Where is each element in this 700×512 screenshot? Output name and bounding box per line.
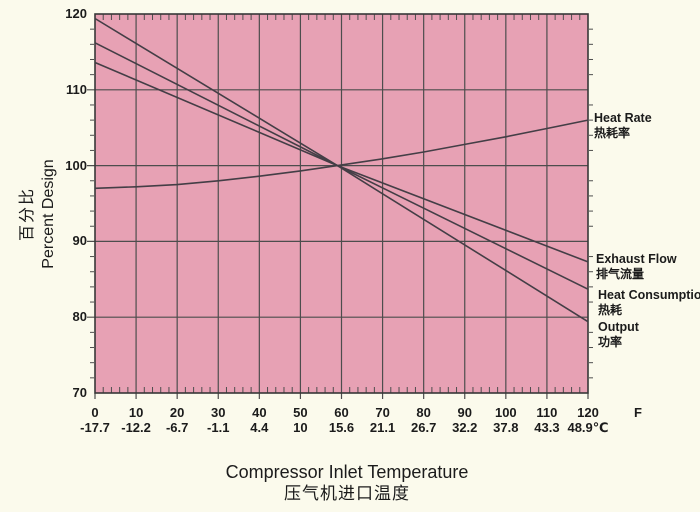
legend-heat-rate-zh: 热耗率: [594, 126, 631, 140]
x-tick-celsius-label: 15.6: [328, 420, 355, 435]
x-tick-fahrenheit-label: 120: [577, 405, 599, 420]
x-tick-celsius-label: 37.8: [493, 420, 519, 435]
legend-heat-consumption: Heat Consumption 热耗: [598, 288, 700, 318]
legend-output: Output 功率: [598, 320, 639, 350]
series-line-output: [94, 17, 589, 323]
y-tick-label: 120: [65, 6, 87, 21]
legend-output-zh: 功率: [598, 335, 623, 349]
legend-exhaust-flow-en: Exhaust Flow: [596, 252, 677, 266]
x-tick-celsius-label: 10: [293, 420, 308, 435]
x-tick-fahrenheit-label: 80: [416, 405, 431, 420]
x-tick-celsius-label: 21.1: [369, 420, 396, 435]
legend-heat-rate-en: Heat Rate: [594, 111, 652, 125]
y-axis-title-en: Percent Design: [40, 159, 57, 269]
x-tick-celsius-label: 26.7: [411, 420, 437, 435]
legend-exhaust-flow: Exhaust Flow 排气流量: [596, 252, 677, 282]
x-tick-celsius-label: -6.7: [165, 420, 189, 435]
x-axis-title-zh: 压气机进口温度: [284, 484, 410, 503]
x-tick-celsius-label: 43.3: [534, 420, 560, 435]
x-tick-fahrenheit-label: 10: [128, 405, 144, 420]
x-tick-celsius-label: 48.9℃: [567, 420, 609, 435]
legend-output-en: Output: [598, 320, 639, 334]
x-tick-fahrenheit-label: 60: [334, 405, 349, 420]
x-tick-fahrenheit-label: 90: [457, 405, 472, 420]
y-axis-title: 百分比 Percent Design: [17, 159, 59, 268]
x-tick-celsius-label: -1.1: [207, 420, 230, 435]
x-tick-fahrenheit-label: 100: [494, 405, 517, 420]
x-axis-title-en: Compressor Inlet Temperature: [225, 462, 469, 482]
x-tick-fahrenheit-label: 70: [375, 405, 390, 420]
x-tick-celsius-label: -17.7: [80, 420, 110, 435]
y-axis-title-zh: 百分比: [19, 186, 36, 242]
y-tick-label: 70: [72, 385, 87, 400]
x-tick-fahrenheit-label: 110: [536, 405, 558, 420]
y-tick-label: 90: [72, 233, 87, 249]
legend-heat-rate: Heat Rate 热耗率: [594, 111, 652, 141]
x-tick-celsius-label: 4.4: [250, 420, 269, 435]
y-tick-label: 100: [65, 157, 87, 173]
x-tick-celsius-label: -12.2: [121, 420, 151, 435]
x-tick-fahrenheit-label: 30: [211, 405, 226, 420]
x-tick-fahrenheit-label: 50: [293, 405, 308, 420]
x-tick-celsius-label: 32.2: [452, 420, 478, 435]
plot-frame: [94, 13, 589, 394]
legend-exhaust-flow-zh: 排气流量: [596, 267, 645, 281]
x-tick-fahrenheit-label: 0: [91, 405, 99, 420]
legend-heat-consumption-en: Heat Consumption: [598, 288, 700, 302]
y-tick-label: 80: [72, 309, 87, 325]
x-tick-fahrenheit-label: 40: [252, 405, 267, 420]
legend-heat-consumption-zh: 热耗: [598, 303, 623, 317]
y-tick-label: 110: [66, 81, 87, 97]
x-axis-fahrenheit-unit: F: [634, 405, 642, 420]
x-tick-fahrenheit-label: 20: [169, 405, 185, 420]
